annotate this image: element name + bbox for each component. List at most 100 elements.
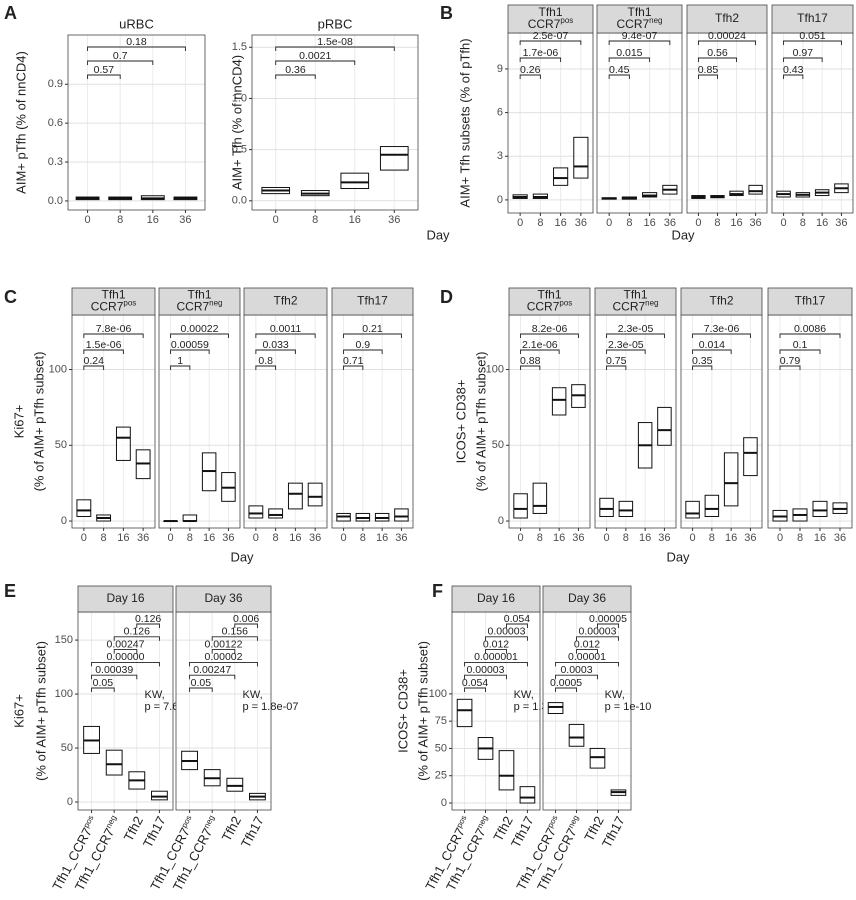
p-value: 0.35 [692, 355, 713, 367]
x-tick-label: 16 [554, 217, 566, 229]
x-tick-label: Tfh17 [140, 814, 169, 850]
strip-text: Tfh17 [797, 11, 828, 25]
strip-label: Day 16 [477, 591, 515, 605]
strip-text: Tfh17 [795, 294, 826, 308]
x-tick-label: 36 [835, 217, 847, 229]
y-tick-label: 0 [441, 797, 447, 809]
kw-label: KW, [243, 689, 263, 701]
strip-text: Day 16 [106, 591, 144, 605]
bracket [343, 365, 364, 370]
p-value: 0.054 [504, 613, 530, 625]
panel-background [68, 35, 205, 210]
box [618, 500, 634, 517]
x-tick-label: 8 [797, 532, 803, 544]
panel-letter: D [440, 287, 453, 307]
x-tick-label: 36 [179, 214, 191, 226]
box [151, 790, 168, 801]
strip-label: Tfh2 [709, 294, 733, 308]
bracket [576, 649, 598, 654]
strip-sup: neg [209, 299, 222, 308]
panel-background [687, 33, 767, 213]
bracket [779, 365, 801, 370]
strip-label: CCR7neg [612, 299, 658, 314]
p-value: 1.5e-08 [317, 36, 353, 48]
bracket [519, 74, 541, 79]
y-axis-label: (% of AIM+ pTfh subset) [33, 641, 48, 781]
p-value: 0.00003 [467, 664, 505, 676]
p-value: 2.3e-05 [608, 339, 644, 351]
box [589, 747, 606, 769]
strip-label: CCR7neg [176, 299, 222, 314]
bracket [275, 60, 356, 65]
p-value: 0.054 [462, 677, 488, 689]
p-value: 0.71 [343, 355, 364, 367]
panel-background [508, 33, 593, 213]
y-tick-label: 1.0 [232, 92, 247, 104]
bracket [519, 40, 582, 45]
x-tick-label: 36 [575, 217, 587, 229]
bracket [83, 365, 105, 370]
strip [542, 585, 632, 613]
x-tick-label: 0 [273, 214, 279, 226]
x-tick-label: 0 [341, 532, 347, 544]
panel-border [251, 34, 419, 211]
strip [243, 287, 328, 316]
p-value: 0.012 [483, 638, 509, 650]
y-tick-label: 1.5 [232, 41, 247, 53]
p-value: 0.00247 [107, 638, 145, 650]
y-axis-label: Ki67+ [11, 694, 26, 728]
facet-title: pRBC [318, 16, 353, 31]
panel-background [768, 315, 852, 528]
bracket [87, 74, 121, 79]
p-value: 9.4e-07 [622, 30, 658, 42]
bracket [343, 349, 383, 354]
bracket [275, 74, 316, 79]
bracket [255, 349, 296, 354]
box [519, 786, 536, 804]
panel-background [772, 33, 853, 213]
x-tick-label: 8 [537, 217, 543, 229]
bracket [576, 636, 619, 641]
box [248, 505, 264, 519]
bracket [83, 333, 144, 338]
box [532, 482, 548, 514]
strip-sup: neg [649, 16, 662, 25]
strip-text: Tfh1 [627, 5, 651, 19]
x-tick-label: 36 [834, 532, 846, 544]
facet-title: uRBC [119, 16, 154, 31]
p-value: 0.00022 [181, 323, 219, 335]
y-tick-label: 0 [67, 796, 73, 808]
y-axis-label: ICOS+ CD38+ [395, 669, 410, 753]
x-tick-label: 36 [137, 532, 149, 544]
strip-text: Tfh2 [273, 294, 297, 308]
y-tick-label: 100 [429, 688, 447, 700]
strip-label: CCR7pos [528, 16, 574, 31]
y-axis-label: AIM+ Tfh (% of nnCD4) [229, 55, 244, 190]
x-tick-label: 0 [690, 532, 696, 544]
bracket [87, 46, 186, 51]
box [657, 406, 672, 446]
x-tick-label: 16 [553, 532, 565, 544]
x-tick-label: 16 [639, 532, 651, 544]
bracket [692, 349, 732, 354]
bracket [91, 687, 115, 692]
strip-label: Tfh1 [623, 288, 647, 302]
x-axis-label: Day [666, 549, 690, 564]
x-tick-label: 8 [117, 214, 123, 226]
box [553, 167, 569, 186]
x-tick-label: 16 [289, 532, 301, 544]
x-axis-label: Day [230, 549, 254, 564]
category-text: Tfh17 [140, 814, 169, 850]
y-tick-label: 0 [498, 515, 504, 527]
strip-text: Tfh2 [715, 11, 739, 25]
bracket [464, 661, 528, 667]
y-tick-label: 50 [435, 742, 447, 754]
bracket [597, 623, 619, 628]
strip-text: Day 36 [568, 591, 606, 605]
bracket [783, 40, 842, 45]
y-tick-label: 3 [497, 150, 503, 162]
strip-label: Tfh1 [627, 5, 651, 19]
p-value: 0.7 [113, 50, 128, 62]
bracket [211, 649, 236, 654]
